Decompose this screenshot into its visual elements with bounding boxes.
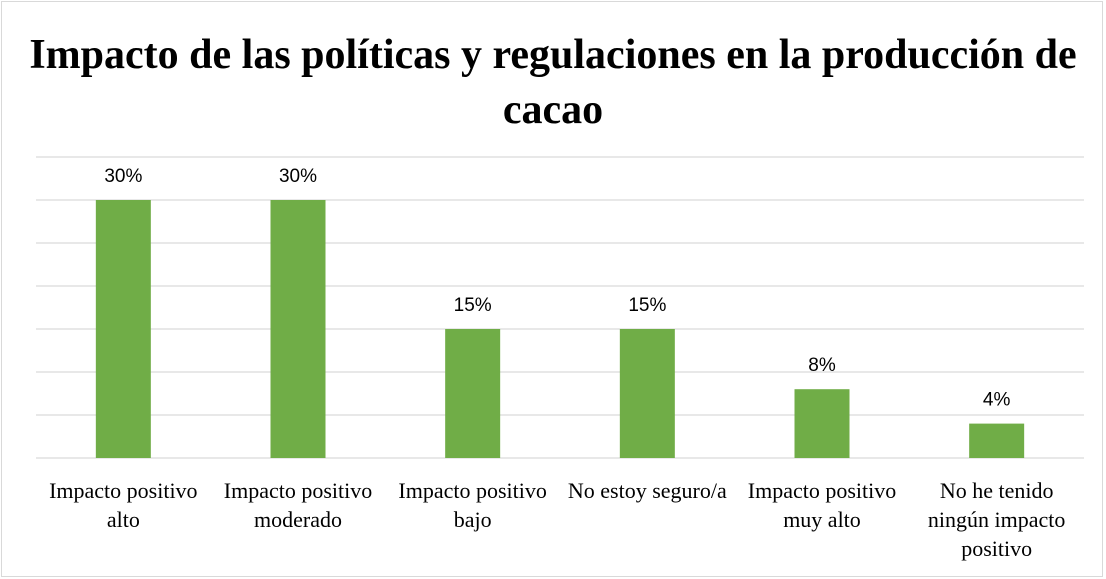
chart-title: Impacto de las políticas y regulaciones … bbox=[29, 32, 1077, 133]
data-label: 15% bbox=[628, 295, 666, 316]
bar bbox=[969, 423, 1025, 458]
data-label: 8% bbox=[808, 355, 836, 376]
data-label: 4% bbox=[983, 390, 1011, 411]
data-label: 30% bbox=[104, 166, 142, 187]
bars bbox=[95, 200, 1025, 458]
category-label: No estoy seguro/a bbox=[567, 478, 727, 503]
category-label: Impacto positivo moderado bbox=[223, 478, 373, 532]
data-labels: 30% 30% 15% 15% 8% 4% bbox=[104, 166, 1010, 411]
data-label: 30% bbox=[279, 166, 317, 187]
category-label: No he tenido ningún impacto positivo bbox=[927, 478, 1066, 561]
bar bbox=[445, 329, 501, 458]
category-label: Impacto positivo muy alto bbox=[747, 478, 897, 532]
gridlines bbox=[36, 156, 1084, 459]
bar bbox=[619, 329, 675, 458]
bar bbox=[794, 389, 850, 458]
category-label: Impacto positivo alto bbox=[49, 478, 198, 532]
category-label: Impacto positivo bajo bbox=[398, 478, 547, 532]
bar bbox=[270, 200, 326, 458]
bar bbox=[95, 200, 151, 458]
data-label: 15% bbox=[454, 295, 492, 316]
